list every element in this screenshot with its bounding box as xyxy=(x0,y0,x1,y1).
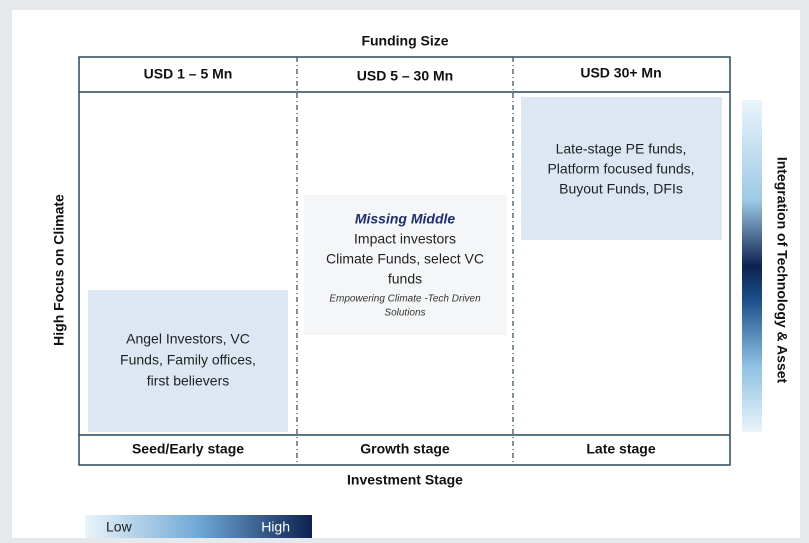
box xyxy=(88,290,288,432)
box-text: Late-stage PE funds, xyxy=(556,141,687,157)
box-note: Empowering Climate -Tech Driven xyxy=(329,294,481,305)
box-text: Buyout Funds, DFIs xyxy=(559,181,683,197)
legend-low: Low xyxy=(106,519,133,535)
column-header: USD 1 – 5 Mn xyxy=(144,66,233,82)
legend-high: High xyxy=(261,519,290,535)
column-header: USD 5 – 30 Mn xyxy=(357,68,453,84)
title: Funding Size xyxy=(361,33,448,49)
box-text: Funds, Family offices, xyxy=(120,352,256,368)
box-text: Impact investors xyxy=(354,231,456,247)
gradient-bar xyxy=(742,100,762,432)
box-text: funds xyxy=(388,271,422,287)
legend-bar xyxy=(85,515,312,538)
box-text: Platform focused funds, xyxy=(547,161,694,177)
stage-label: Late stage xyxy=(586,441,655,457)
box xyxy=(521,97,722,240)
stage-label: Seed/Early stage xyxy=(132,441,244,457)
box-text: Angel Investors, VC xyxy=(126,331,250,347)
grid-frame xyxy=(78,56,731,466)
stage-label: Growth stage xyxy=(360,441,450,457)
right-axis-label: Integration of Technology & Asset xyxy=(774,157,790,384)
x-axis-label: Investment Stage xyxy=(347,472,463,488)
column-header: USD 30+ Mn xyxy=(580,65,661,81)
box-note: Solutions xyxy=(384,308,425,319)
y-axis-label: High Focus on Climate xyxy=(51,194,67,346)
box-text: Climate Funds, select VC xyxy=(326,251,484,267)
box-text: first believers xyxy=(147,373,229,389)
box xyxy=(304,195,507,335)
box-heading: Missing Middle xyxy=(355,211,456,227)
